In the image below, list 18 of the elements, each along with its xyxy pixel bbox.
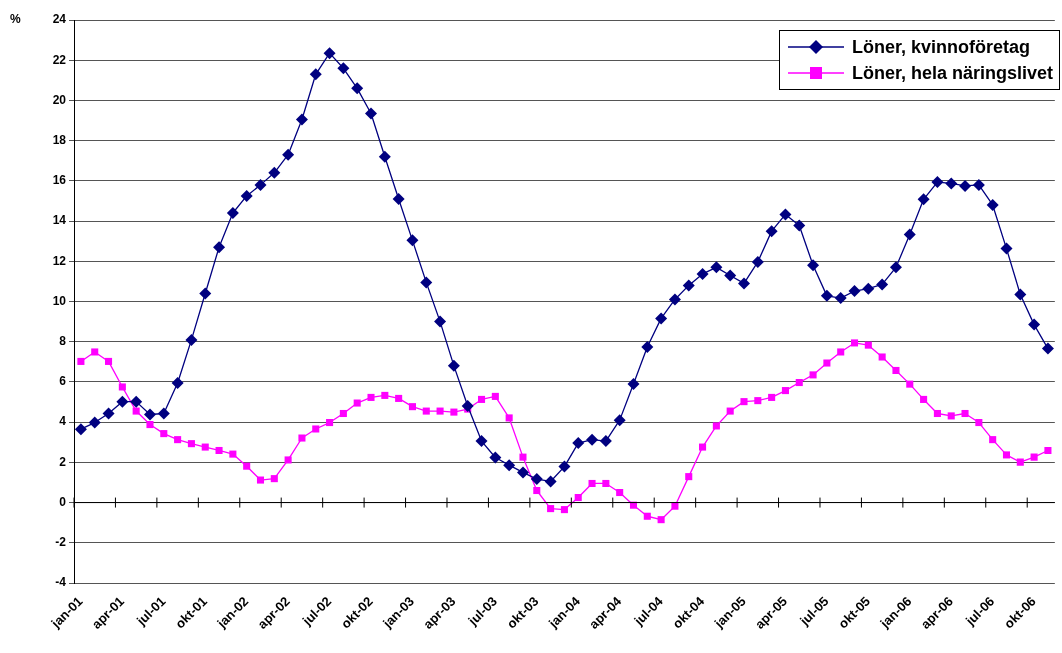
y-tick-label: 10 — [52, 293, 67, 308]
y-tick-label: 22 — [52, 52, 67, 67]
y-tick-label: 18 — [52, 132, 67, 147]
y-tick-label: 6 — [59, 374, 67, 389]
y-tick-label: -2 — [55, 535, 67, 550]
y-tick-label: 16 — [52, 173, 67, 188]
y-tick-label: 4 — [59, 414, 67, 429]
y-tick-label: 14 — [52, 213, 67, 228]
y-tick-label: 12 — [52, 253, 67, 268]
y-axis-title: % — [10, 12, 21, 26]
y-tick-label: 24 — [52, 12, 67, 27]
y-tick-label: 8 — [59, 334, 67, 349]
y-tick-label: 0 — [59, 494, 67, 509]
y-tick-label: 2 — [59, 454, 67, 469]
y-tick-label: -4 — [55, 575, 67, 590]
legend-label: Löner, kvinnoföretag — [851, 36, 1030, 59]
legend-label: Löner, hela näringslivet — [851, 62, 1053, 85]
y-tick-label: 20 — [52, 92, 67, 107]
